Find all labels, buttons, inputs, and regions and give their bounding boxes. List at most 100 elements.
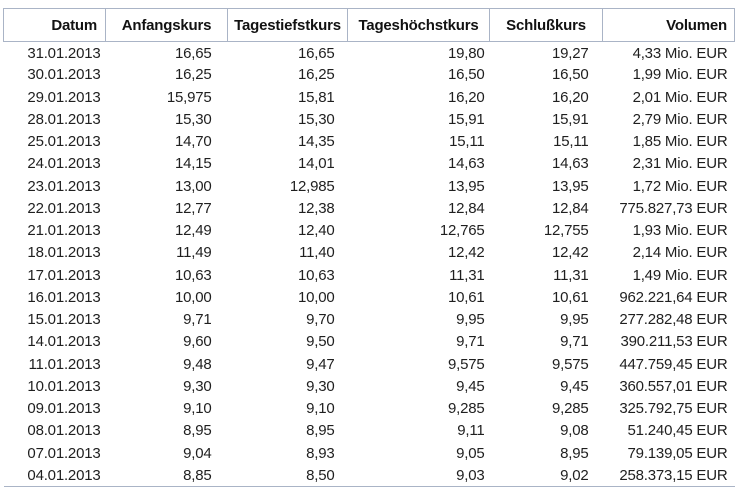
table-cell: 16,20 — [551, 88, 589, 106]
table-cell: 12,49 — [174, 222, 212, 240]
table-row: 30.01.2013 16,25 16,25 16,50 16,50 1,99 Mio. … — [4, 64, 735, 86]
table-cell: 1,85 Mio. EUR — [632, 133, 728, 151]
table-cell: 9,95 — [560, 311, 589, 329]
table-cell: 12,985 — [289, 177, 335, 195]
table-cell: 12,77 — [174, 199, 212, 217]
table-cell: 10.01.2013 — [27, 377, 101, 395]
table-cell: 12,84 — [447, 199, 485, 217]
table-cell: 15,975 — [166, 88, 212, 106]
table-cell: 29.01.2013 — [27, 88, 101, 106]
table-cell: 12,765 — [439, 222, 485, 240]
table-cell: 14,01 — [297, 155, 335, 173]
table-cell: 15,30 — [174, 110, 212, 128]
table-cell: 447.759,45 EUR — [619, 355, 728, 373]
table-cell: 9,30 — [183, 377, 212, 395]
table-cell: 12,42 — [447, 244, 485, 262]
table-cell: 9,03 — [456, 466, 485, 484]
table-cell: 360.557,01 EUR — [619, 377, 728, 395]
column-header-schlusskurs: Schlußkurs — [489, 8, 603, 42]
column-header-tagestiefstkurs: Tagestiefstkurs — [227, 8, 348, 42]
table-cell: 14,63 — [447, 155, 485, 173]
table-cell: 31.01.2013 — [27, 45, 101, 63]
table-row: 14.01.2013 9,60 9,50 9,71 9,71 390.211,53 EUR — [4, 331, 735, 353]
table-cell: 962.221,64 EUR — [619, 288, 728, 306]
table-cell: 9,45 — [456, 377, 485, 395]
table-cell: 24.01.2013 — [27, 155, 101, 173]
table-cell: 8,95 — [183, 422, 212, 440]
table-cell: 2,31 Mio. EUR — [632, 155, 728, 173]
table-cell: 12,42 — [551, 244, 589, 262]
table-cell: 08.01.2013 — [27, 422, 101, 440]
table-cell: 21.01.2013 — [27, 222, 101, 240]
stock-history-table: Datum Anfangskurs Tagestiefstkurs Tagesh… — [3, 8, 735, 487]
table-cell: 15,91 — [447, 110, 485, 128]
table-cell: 09.01.2013 — [27, 400, 101, 418]
table-cell: 15,30 — [297, 110, 335, 128]
table-cell: 19,27 — [551, 45, 589, 63]
table-cell: 14,70 — [174, 133, 212, 151]
table-cell: 12,40 — [297, 222, 335, 240]
table-cell: 10,61 — [447, 288, 485, 306]
table-cell: 30.01.2013 — [27, 66, 101, 84]
table-cell: 11,40 — [299, 244, 335, 262]
table-cell: 13,00 — [174, 177, 212, 195]
table-cell: 79.139,05 EUR — [627, 444, 728, 462]
table-cell: 9,285 — [447, 400, 485, 418]
table-cell: 15,11 — [553, 133, 589, 151]
table-cell: 9,48 — [183, 355, 212, 373]
table-cell: 16,50 — [447, 66, 485, 84]
table-cell: 9,71 — [456, 333, 485, 351]
table-cell: 325.792,75 EUR — [619, 400, 728, 418]
table-header-row: Datum Anfangskurs Tagestiefstkurs Tagesh… — [3, 8, 735, 42]
table-cell: 9,11 — [457, 422, 485, 440]
table-cell: 390.211,53 EUR — [620, 333, 728, 351]
table-row: 15.01.2013 9,71 9,70 9,95 9,95 277.282,48 EUR — [4, 309, 735, 331]
table-cell: 16,25 — [297, 66, 335, 84]
table-cell: 23.01.2013 — [27, 177, 101, 195]
column-header-tageshoechstkurs: Tageshöchstkurs — [347, 8, 490, 42]
table-cell: 15,81 — [297, 88, 335, 106]
table-cell: 14.01.2013 — [27, 333, 101, 351]
table-cell: 8,95 — [560, 444, 589, 462]
table-row: 23.01.2013 13,00 12,985 13,95 13,95 1,72 Mio.… — [4, 175, 735, 197]
table-cell: 04.01.2013 — [27, 466, 101, 484]
table-cell: 9,71 — [560, 333, 589, 351]
table-cell: 9,575 — [551, 355, 589, 373]
table-row: 10.01.2013 9,30 9,30 9,45 9,45 360.557,01 EUR — [4, 375, 735, 397]
table-cell: 9,02 — [560, 466, 589, 484]
table-cell: 15,11 — [449, 133, 485, 151]
table-cell: 9,95 — [456, 311, 485, 329]
table-cell: 16,65 — [297, 45, 335, 63]
table-cell: 14,35 — [297, 133, 335, 151]
table-row: 07.01.2013 9,04 8,93 9,05 8,95 79.139,05 EUR — [4, 442, 735, 464]
table-row: 31.01.2013 16,65 16,65 19,80 19,27 4,33 Mio. … — [4, 42, 735, 64]
table-body: 31.01.2013 16,65 16,65 19,80 19,27 4,33 Mio. … — [4, 42, 735, 487]
table-cell: 9,04 — [183, 444, 212, 462]
column-header-datum: Datum — [3, 8, 106, 42]
column-header-anfangskurs: Anfangskurs — [105, 8, 228, 42]
table-cell: 1,99 Mio. EUR — [632, 66, 728, 84]
table-row: 28.01.2013 15,30 15,30 15,91 15,91 2,79 Mio. … — [4, 108, 735, 130]
table-row: 18.01.2013 11,49 11,40 12,42 12,42 2,14 Mio. … — [4, 242, 735, 264]
table-row: 24.01.2013 14,15 14,01 14,63 14,63 2,31 Mio. … — [4, 153, 735, 175]
table-cell: 9,575 — [447, 355, 485, 373]
table-cell: 9,10 — [183, 400, 212, 418]
table-row: 16.01.2013 10,00 10,00 10,61 10,61 962.221,64… — [4, 286, 735, 308]
table-cell: 19,80 — [447, 45, 485, 63]
table-cell: 10,00 — [174, 288, 212, 306]
table-row: 22.01.2013 12,77 12,38 12,84 12,84 775.827,73… — [4, 197, 735, 219]
table-cell: 17.01.2013 — [27, 266, 101, 284]
table-cell: 11,49 — [176, 244, 212, 262]
table-cell: 13,95 — [447, 177, 485, 195]
table-cell: 8,95 — [306, 422, 335, 440]
stock-history-table-wrap: Datum Anfangskurs Tagestiefstkurs Tagesh… — [3, 8, 735, 487]
table-cell: 28.01.2013 — [27, 110, 101, 128]
table-row: 11.01.2013 9,48 9,47 9,575 9,575 447.759,45 E… — [4, 353, 735, 375]
column-header-volumen: Volumen — [602, 8, 735, 42]
table-cell: 9,30 — [306, 377, 335, 395]
table-cell: 12,84 — [551, 199, 589, 217]
table-cell: 9,50 — [306, 333, 335, 351]
table-cell: 9,10 — [306, 400, 335, 418]
table-cell: 11,31 — [553, 266, 589, 284]
table-row: 04.01.2013 8,85 8,50 9,03 9,02 258.373,15 EUR — [4, 464, 735, 486]
